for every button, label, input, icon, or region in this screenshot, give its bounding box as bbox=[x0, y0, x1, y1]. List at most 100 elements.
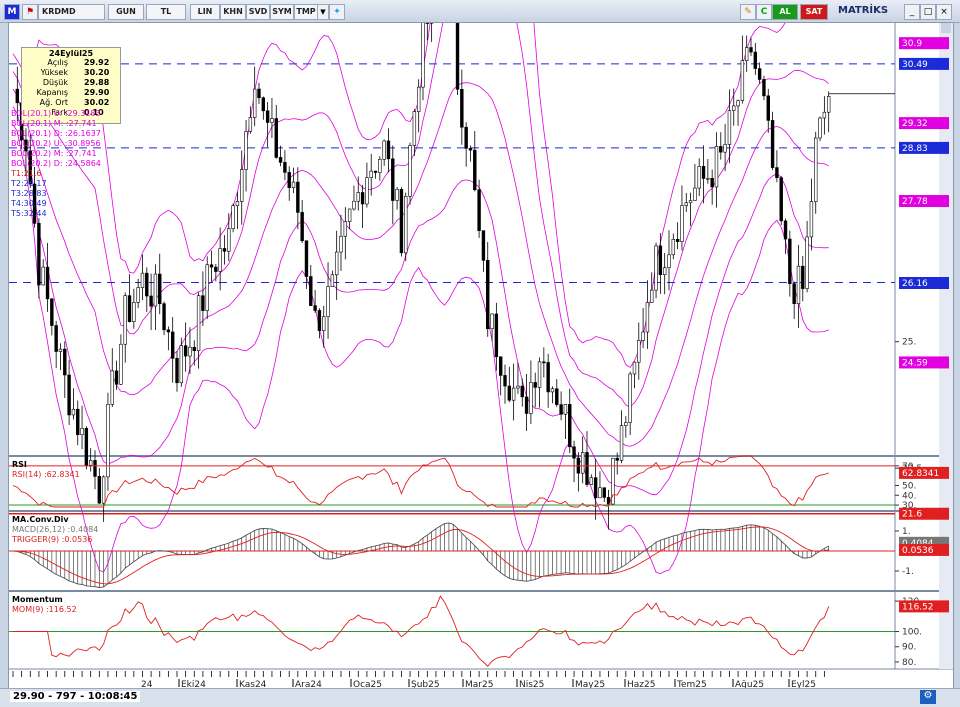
btn-gun[interactable]: GUN bbox=[108, 4, 144, 20]
panel-borders bbox=[9, 23, 953, 669]
candle-body bbox=[81, 428, 84, 434]
candle-body bbox=[141, 273, 144, 287]
candle-body bbox=[201, 296, 204, 311]
candle-body bbox=[42, 267, 45, 285]
candle-body bbox=[823, 112, 826, 118]
horizontal-levels bbox=[9, 23, 895, 514]
candle-body bbox=[150, 296, 153, 306]
candle-body bbox=[810, 202, 813, 237]
dropdown-arrow-icon[interactable]: ▼ bbox=[317, 4, 329, 20]
level-legend-item: T2:26.17 bbox=[11, 179, 101, 189]
level-legend-item: T5:32.44 bbox=[11, 209, 101, 219]
candle-body bbox=[819, 118, 822, 138]
rsi-panel: 70.50.40.30.62.8341 bbox=[9, 456, 949, 511]
buy-button[interactable]: AL bbox=[772, 4, 798, 20]
candle-body bbox=[689, 201, 692, 203]
candle-body bbox=[495, 314, 498, 357]
candle-body bbox=[685, 203, 688, 206]
settings-icon[interactable]: ⚙ bbox=[920, 690, 936, 704]
candle-body bbox=[197, 296, 200, 351]
candle-body bbox=[258, 89, 261, 98]
candle-body bbox=[650, 290, 653, 302]
candle-body bbox=[378, 159, 381, 172]
candle-body bbox=[499, 357, 502, 376]
btn-lin[interactable]: LIN bbox=[190, 4, 220, 20]
candle-body bbox=[271, 119, 274, 123]
rsi-title: RSI bbox=[12, 460, 27, 469]
candle-body bbox=[214, 267, 217, 271]
rsi-label: RSI(14) :62.8341 bbox=[12, 470, 80, 479]
maximize-icon[interactable]: □ bbox=[920, 4, 936, 20]
candle-body bbox=[681, 206, 684, 242]
candle-body bbox=[456, 23, 459, 89]
candle-body bbox=[262, 98, 265, 111]
info-row-value: 29.92 bbox=[84, 58, 109, 67]
candle-body bbox=[245, 131, 248, 169]
btn-sym[interactable]: SYM bbox=[270, 4, 294, 20]
candle-body bbox=[361, 192, 364, 204]
candle-body bbox=[637, 340, 640, 362]
btn-tmp[interactable]: TMP bbox=[294, 4, 318, 20]
candle-body bbox=[754, 52, 757, 69]
candle-body bbox=[163, 304, 166, 330]
candle-body bbox=[668, 255, 671, 268]
candle-body bbox=[512, 388, 515, 400]
indicator-tick-label: 50. bbox=[902, 481, 916, 491]
candle-body bbox=[249, 117, 252, 131]
info-row-label: Açılış bbox=[47, 58, 68, 67]
candle-body bbox=[629, 374, 632, 422]
candle-body bbox=[322, 317, 325, 331]
bollinger-legend-item: BOL(20.1) D: :26.1637 bbox=[11, 129, 101, 139]
level-legend-item: T1:21.6 bbox=[11, 169, 101, 179]
refresh-button[interactable]: C bbox=[756, 4, 772, 20]
candle-body bbox=[253, 89, 256, 117]
rsi-line bbox=[13, 456, 829, 507]
price-tick-label: 25. bbox=[902, 338, 916, 348]
btn-khn[interactable]: KHN bbox=[220, 4, 246, 20]
candle-body bbox=[504, 375, 507, 386]
scroll-up-icon[interactable] bbox=[941, 23, 951, 33]
candle-body bbox=[111, 371, 114, 404]
chart-canvas[interactable]: 32.525.22.5 32.4430.930.4929.3228.8327.7… bbox=[9, 23, 953, 699]
candle-body bbox=[119, 344, 122, 384]
candle-body bbox=[806, 237, 809, 289]
btn-svd[interactable]: SVD bbox=[246, 4, 270, 20]
candle-body bbox=[788, 239, 791, 284]
edit-icon[interactable]: ✎ bbox=[740, 4, 756, 20]
candle-body bbox=[314, 306, 317, 311]
candle-body bbox=[417, 87, 420, 111]
candle-body bbox=[210, 265, 213, 267]
price-tag-label: 26.16 bbox=[902, 279, 928, 289]
sell-button[interactable]: SAT bbox=[800, 4, 828, 20]
indicator-tag-label: 116.52 bbox=[902, 602, 934, 612]
candle-body bbox=[581, 452, 584, 473]
flag-icon[interactable]: ⚑ bbox=[22, 4, 38, 20]
candle-body bbox=[154, 274, 157, 306]
momentum-panel: 120.100.90.80.116.52 bbox=[9, 596, 949, 668]
menu-m-icon[interactable]: M bbox=[4, 4, 20, 20]
candle-body bbox=[128, 296, 131, 322]
macd-line bbox=[13, 523, 829, 588]
twitter-icon[interactable]: ✦ bbox=[329, 4, 345, 20]
minimize-icon[interactable]: _ bbox=[904, 4, 920, 20]
candle-body bbox=[426, 23, 429, 24]
candle-body bbox=[132, 302, 135, 321]
info-row: Açılış 29.92 bbox=[22, 58, 120, 68]
candle-body bbox=[642, 332, 645, 340]
candle-body bbox=[590, 478, 593, 485]
close-icon[interactable]: × bbox=[936, 4, 952, 20]
candle-body bbox=[542, 362, 545, 363]
candle-body bbox=[767, 96, 770, 121]
candle-body bbox=[698, 166, 701, 188]
symbol-field[interactable]: KRDMD bbox=[38, 4, 105, 20]
btn-tl[interactable]: TL bbox=[146, 4, 186, 20]
candle-body bbox=[620, 426, 623, 461]
candle-body bbox=[63, 349, 66, 375]
candle-body bbox=[594, 478, 597, 498]
candle-body bbox=[482, 231, 485, 261]
candle-body bbox=[827, 96, 830, 112]
candle-body bbox=[145, 273, 148, 296]
candle-body bbox=[724, 144, 727, 152]
